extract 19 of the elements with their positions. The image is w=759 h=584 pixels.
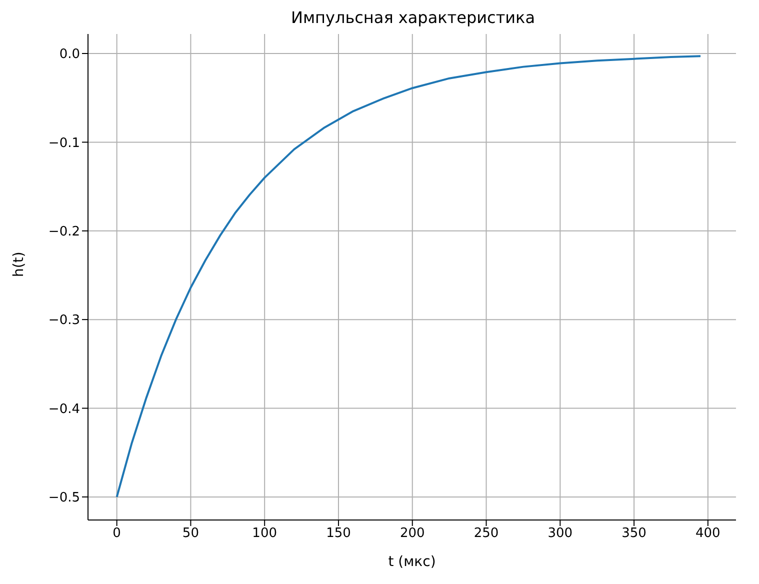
y-tick-label: −0.1 <box>48 136 80 151</box>
y-tick-label: −0.2 <box>48 224 80 240</box>
x-tick-label: 400 <box>696 526 720 542</box>
line-series <box>116 55 702 498</box>
x-tick-label: 200 <box>400 526 425 542</box>
x-tick-label: 300 <box>548 526 573 542</box>
x-tick-label: 50 <box>182 526 199 542</box>
y-tick-label: 0.0 <box>59 47 80 62</box>
x-tick-label: 250 <box>474 526 499 542</box>
y-tick-label: −0.3 <box>48 313 80 328</box>
x-axis-title: t (мкс) <box>388 554 436 570</box>
chart-title: Импульсная характеристика <box>290 8 536 29</box>
x-tick-label: 350 <box>622 526 646 542</box>
x-tick-label: 100 <box>252 526 278 542</box>
y-tick-label: −0.4 <box>48 402 80 417</box>
x-tick-label: 150 <box>326 526 351 542</box>
x-tick-label: 0 <box>112 526 121 542</box>
y-tick-label: −0.5 <box>48 490 80 506</box>
y-axis-title: h(t) <box>10 252 27 277</box>
